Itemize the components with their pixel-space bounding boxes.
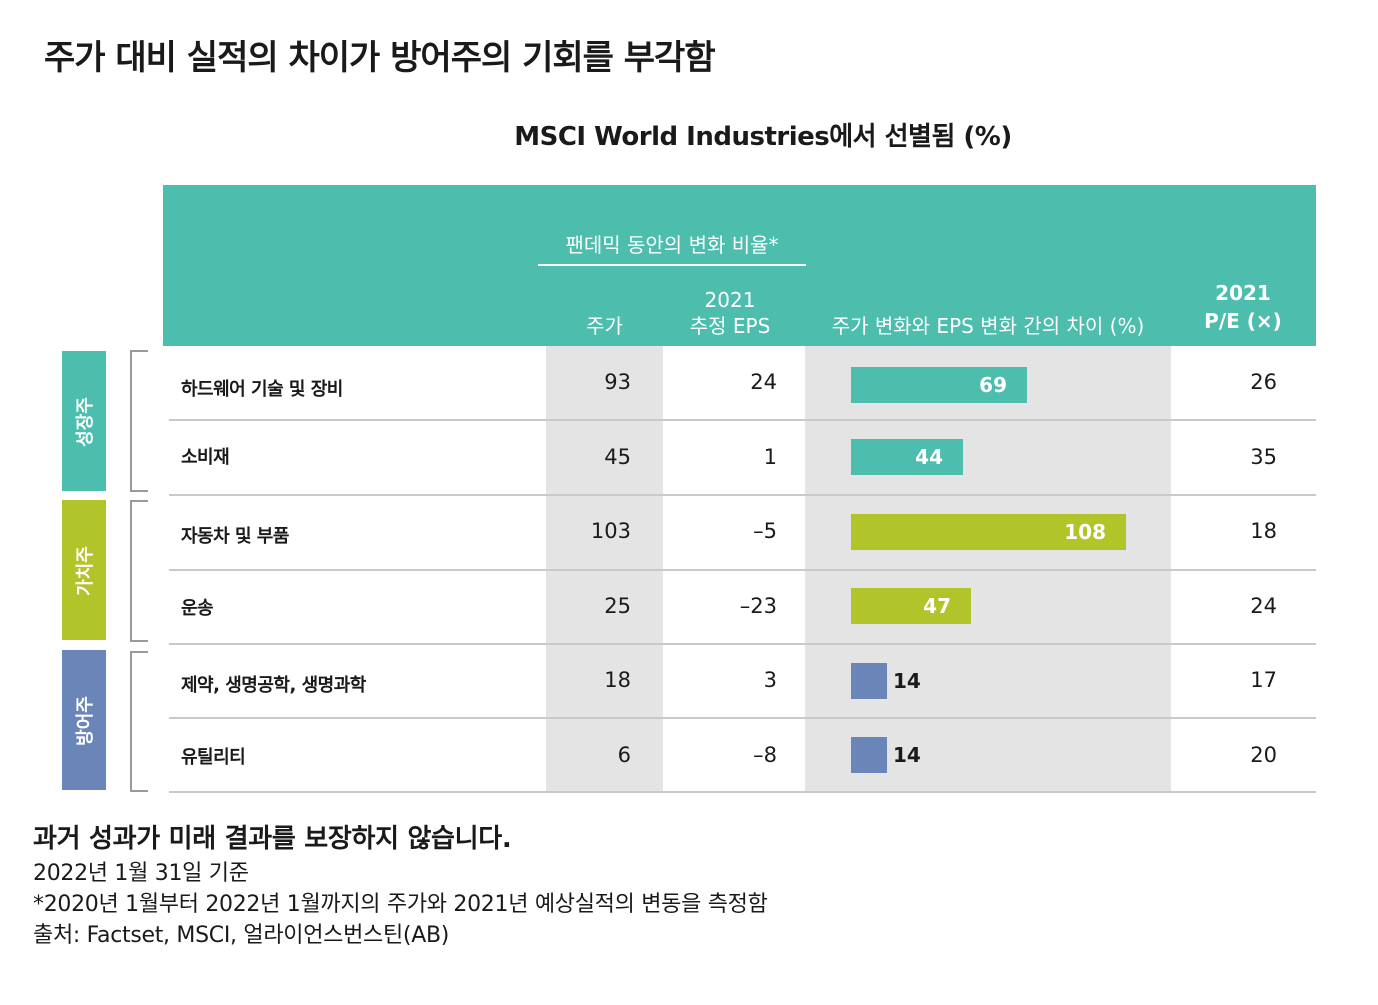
header-band-left xyxy=(163,185,540,346)
row-divider xyxy=(169,643,1316,645)
diff-bar xyxy=(851,439,963,475)
row-eps-value: –8 xyxy=(753,743,777,767)
row-divider xyxy=(169,419,1316,421)
row-category: 하드웨어 기술 및 장비 xyxy=(181,379,343,400)
row-price-value: 6 xyxy=(617,743,631,767)
diff-bar-label: 14 xyxy=(893,743,921,767)
group-box-value: 가치주 xyxy=(62,500,106,640)
header-pe-year: 2021 xyxy=(1215,281,1271,305)
diff-bar-label: 44 xyxy=(915,445,943,469)
page-title: 주가 대비 실적의 차이가 방어주의 기회를 부각함 xyxy=(44,38,716,78)
source-text: 출처: Factset, MSCI, 얼라이언스번스틴(AB) xyxy=(33,923,450,948)
header-pe: P/E (×) xyxy=(1204,309,1282,333)
row-pe-value: 35 xyxy=(1250,445,1277,469)
row-category: 자동차 및 부품 xyxy=(181,526,289,547)
row-pe-value: 17 xyxy=(1250,668,1277,692)
row-pe-value: 26 xyxy=(1250,370,1277,394)
diff-bar xyxy=(851,514,1126,550)
row-pe-value: 20 xyxy=(1250,743,1277,767)
header-diff: 주가 변화와 EPS 변화 간의 차이 (%) xyxy=(831,314,1145,338)
row-price-value: 18 xyxy=(604,668,631,692)
diff-bar xyxy=(851,737,887,773)
row-divider xyxy=(169,791,1316,793)
as-of-date-text: 2022년 1월 31일 기준 xyxy=(33,861,249,886)
header-group-underline xyxy=(538,264,806,266)
row-price-value: 25 xyxy=(604,594,631,618)
row-price-value: 93 xyxy=(604,370,631,394)
header-price: 주가 xyxy=(586,314,623,338)
diff-bar xyxy=(851,588,971,624)
diff-bar-label: 108 xyxy=(1064,520,1106,544)
group-label-growth: 성장주 xyxy=(75,397,96,447)
group-label-value: 가치주 xyxy=(75,546,96,596)
diff-bar xyxy=(851,367,1027,403)
row-divider xyxy=(169,717,1316,719)
group-box-defensive: 방어주 xyxy=(62,650,106,790)
header-band-right xyxy=(1170,185,1316,346)
row-price-value: 45 xyxy=(604,445,631,469)
row-eps-value: 3 xyxy=(763,668,777,692)
diff-bar-label: 47 xyxy=(923,594,951,618)
chart-title: MSCI World Industries에서 선별됨 (%) xyxy=(514,122,1012,152)
row-category: 소비재 xyxy=(181,447,230,468)
bracket-defensive xyxy=(130,651,148,792)
group-box-growth: 성장주 xyxy=(62,351,106,491)
row-eps-value: –5 xyxy=(753,519,777,543)
diff-bar xyxy=(851,663,887,699)
disclaimer-text: 과거 성과가 미래 결과를 보장하지 않습니다. xyxy=(33,824,512,854)
group-label-defensive: 방어주 xyxy=(75,696,96,746)
row-divider xyxy=(169,569,1316,571)
measurement-note-text: *2020년 1월부터 2022년 1월까지의 주가와 2021년 예상실적의 … xyxy=(33,892,768,917)
row-eps-value: 1 xyxy=(763,445,777,469)
row-eps-value: 24 xyxy=(750,370,777,394)
row-pe-value: 18 xyxy=(1250,519,1277,543)
header-eps-year: 2021 xyxy=(704,288,756,312)
header-eps: 추정 EPS xyxy=(689,314,771,338)
row-pe-value: 24 xyxy=(1250,594,1277,618)
bracket-growth xyxy=(130,350,148,492)
bracket-value xyxy=(130,500,148,642)
row-category: 유틸리티 xyxy=(181,747,246,768)
row-category: 제약, 생명공학, 생명과학 xyxy=(181,675,366,696)
row-price-value: 103 xyxy=(590,519,631,543)
row-eps-value: –23 xyxy=(739,594,777,618)
header-group-label: 팬데믹 동안의 변화 비율* xyxy=(565,233,779,257)
diff-bar-label: 14 xyxy=(893,669,921,693)
diff-bar-label: 69 xyxy=(979,373,1007,397)
row-divider xyxy=(169,494,1316,496)
row-category: 운송 xyxy=(181,598,214,619)
